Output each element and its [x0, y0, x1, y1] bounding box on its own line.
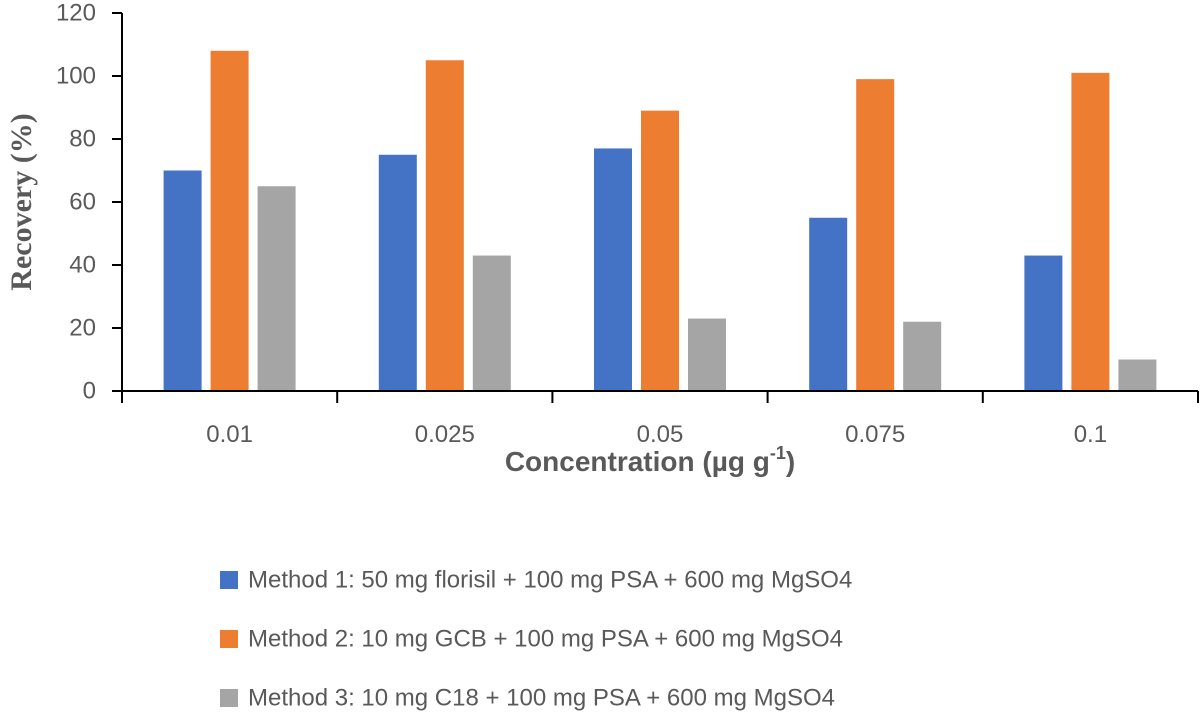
y-tick-label: 120 [56, 0, 96, 27]
bar [425, 60, 464, 391]
bar [594, 148, 632, 391]
bar [903, 321, 942, 391]
legend-label: Method 1: 50 mg florisil + 100 mg PSA + … [248, 567, 852, 594]
x-tick-label: 0.075 [845, 421, 905, 448]
y-axis-label: Recovery (%) [5, 113, 38, 290]
legend: Method 1: 50 mg florisil + 100 mg PSA + … [220, 567, 852, 712]
bar [257, 186, 296, 391]
x-axis-label-superscript: -1 [770, 443, 786, 463]
x-tick-label: 0.05 [637, 421, 684, 448]
y-tick-label: 40 [69, 252, 96, 279]
x-tick-label: 0.01 [206, 421, 253, 448]
x-axis: 0.01 0.025 0.05 0.075 0.1 [121, 390, 1199, 448]
y-tick-label: 60 [69, 189, 96, 216]
legend-label: Method 2: 10 mg GCB + 100 mg PSA + 600 m… [248, 626, 843, 653]
legend-swatch [220, 571, 238, 589]
bar [1118, 359, 1157, 391]
legend-swatch [220, 689, 238, 707]
y-tick-label: 80 [69, 126, 96, 153]
bar [472, 255, 511, 391]
y-tick-label: 20 [69, 315, 96, 342]
legend-label: Method 3: 10 mg C18 + 100 mg PSA + 600 m… [248, 685, 835, 712]
bar [856, 79, 895, 392]
bar [210, 50, 249, 392]
bar [163, 170, 202, 391]
bar [1071, 72, 1110, 391]
bar [641, 110, 679, 392]
bar [688, 318, 726, 391]
bar [378, 154, 417, 391]
bars [163, 50, 1157, 392]
y-tick-label: 100 [56, 63, 96, 90]
legend-swatch [220, 630, 238, 648]
x-tick-label: 0.1 [1074, 421, 1107, 448]
bar [1024, 255, 1063, 391]
y-axis: 0 20 40 60 80 100 120 [56, 0, 123, 405]
x-tick-label: 0.025 [415, 421, 475, 448]
x-axis-label: Concentration (µg g-1) [505, 443, 795, 477]
bar [809, 217, 848, 391]
y-tick-label: 0 [83, 378, 96, 405]
